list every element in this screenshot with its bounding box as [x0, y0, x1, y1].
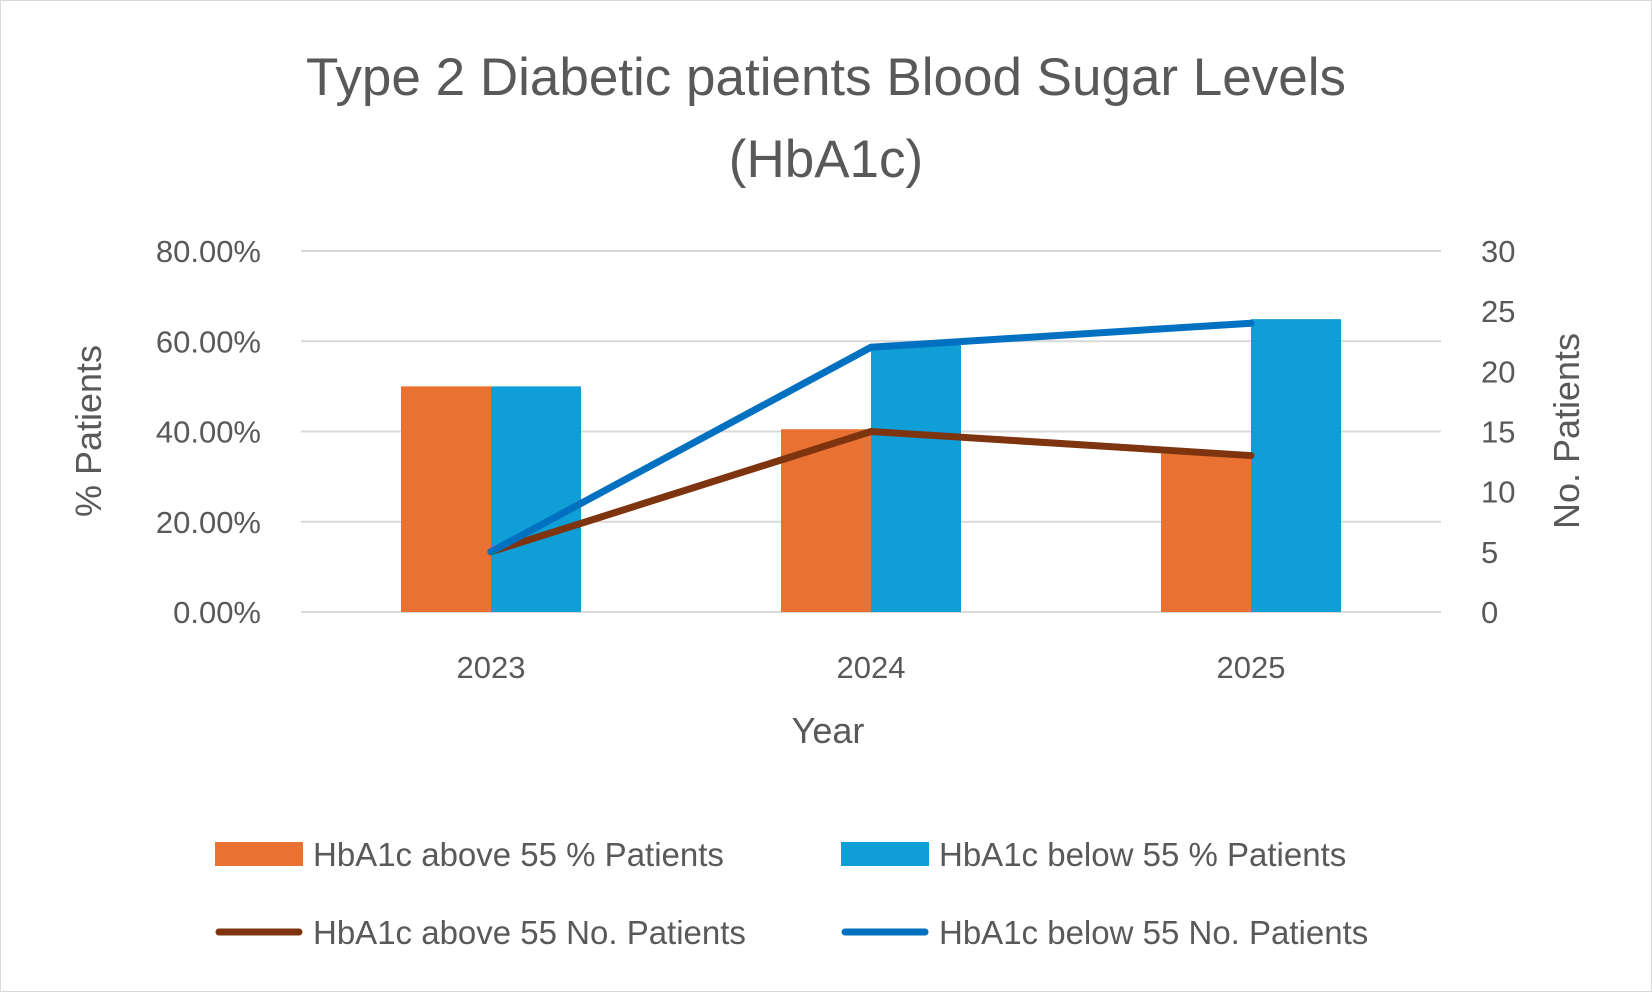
x-tick-label: 2025 [1217, 650, 1286, 685]
legend-swatch [841, 842, 929, 866]
legend-swatch [215, 842, 303, 866]
x-tick-label: 2023 [457, 650, 526, 685]
y2-tick-label: 30 [1481, 234, 1515, 269]
y-tick-label: 60.00% [156, 324, 261, 359]
legend-label: HbA1c below 55 % Patients [939, 836, 1346, 873]
y-tick-label: 80.00% [156, 234, 261, 269]
line-series-1 [487, 428, 1255, 556]
legend-label: HbA1c above 55 % Patients [313, 836, 724, 873]
chart-title-line-1: Type 2 Diabetic patients Blood Sugar Lev… [306, 48, 1346, 107]
y-tick-label: 40.00% [156, 415, 261, 450]
legend-label: HbA1c below 55 No. Patients [939, 914, 1368, 951]
y2-tick-label: 5 [1481, 535, 1498, 570]
line-series-2 [487, 319, 1255, 556]
y2-tick-label: 0 [1481, 595, 1498, 630]
y2-tick-label: 20 [1481, 354, 1515, 389]
x-axis-label: Year [792, 710, 865, 751]
y-tick-label: 20.00% [156, 505, 261, 540]
y2-tick-label: 25 [1481, 294, 1515, 329]
y2-tick-label: 15 [1481, 415, 1515, 450]
y-tick-label: 0.00% [173, 595, 261, 630]
y2-axis-label: No. Patients [1546, 333, 1587, 529]
y2-tick-label: 10 [1481, 475, 1515, 510]
bar-2023-series-1 [401, 386, 491, 612]
chart-title-line-2: (HbA1c) [729, 130, 923, 189]
bar-2024-series-2 [871, 343, 961, 612]
bar-2025-series-1 [1161, 453, 1251, 612]
bar-2023-series-2 [491, 386, 581, 612]
y-axis-label: % Patients [68, 345, 109, 517]
x-tick-label: 2024 [837, 650, 906, 685]
bar-2025-series-2 [1251, 319, 1341, 612]
bar-2024-series-1 [781, 429, 871, 612]
legend-label: HbA1c above 55 No. Patients [313, 914, 746, 951]
